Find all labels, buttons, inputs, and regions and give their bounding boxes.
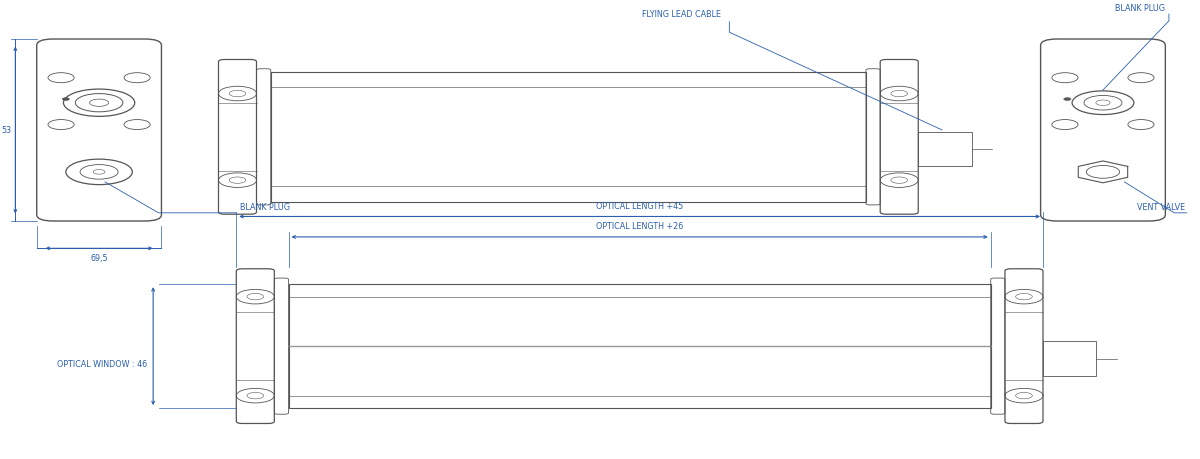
Text: OPTICAL LENGTH +45: OPTICAL LENGTH +45 (596, 202, 683, 211)
Bar (1043, 341, 1097, 375)
Bar (288, 284, 991, 408)
Bar (271, 72, 866, 202)
Text: OPTICAL LENGTH +26: OPTICAL LENGTH +26 (596, 223, 683, 231)
Circle shape (62, 98, 70, 101)
Text: VENT VALVE: VENT VALVE (1138, 203, 1186, 212)
Text: 53: 53 (1, 125, 12, 134)
Text: OPTICAL WINDOW : 46: OPTICAL WINDOW : 46 (58, 360, 148, 369)
Text: BLANK PLUG: BLANK PLUG (1115, 4, 1165, 13)
Circle shape (1063, 98, 1070, 101)
Text: FLYING LEAD CABLE: FLYING LEAD CABLE (642, 10, 721, 18)
Text: 69,5: 69,5 (90, 254, 108, 263)
Bar (918, 132, 972, 166)
Text: BLANK PLUG: BLANK PLUG (240, 203, 290, 212)
